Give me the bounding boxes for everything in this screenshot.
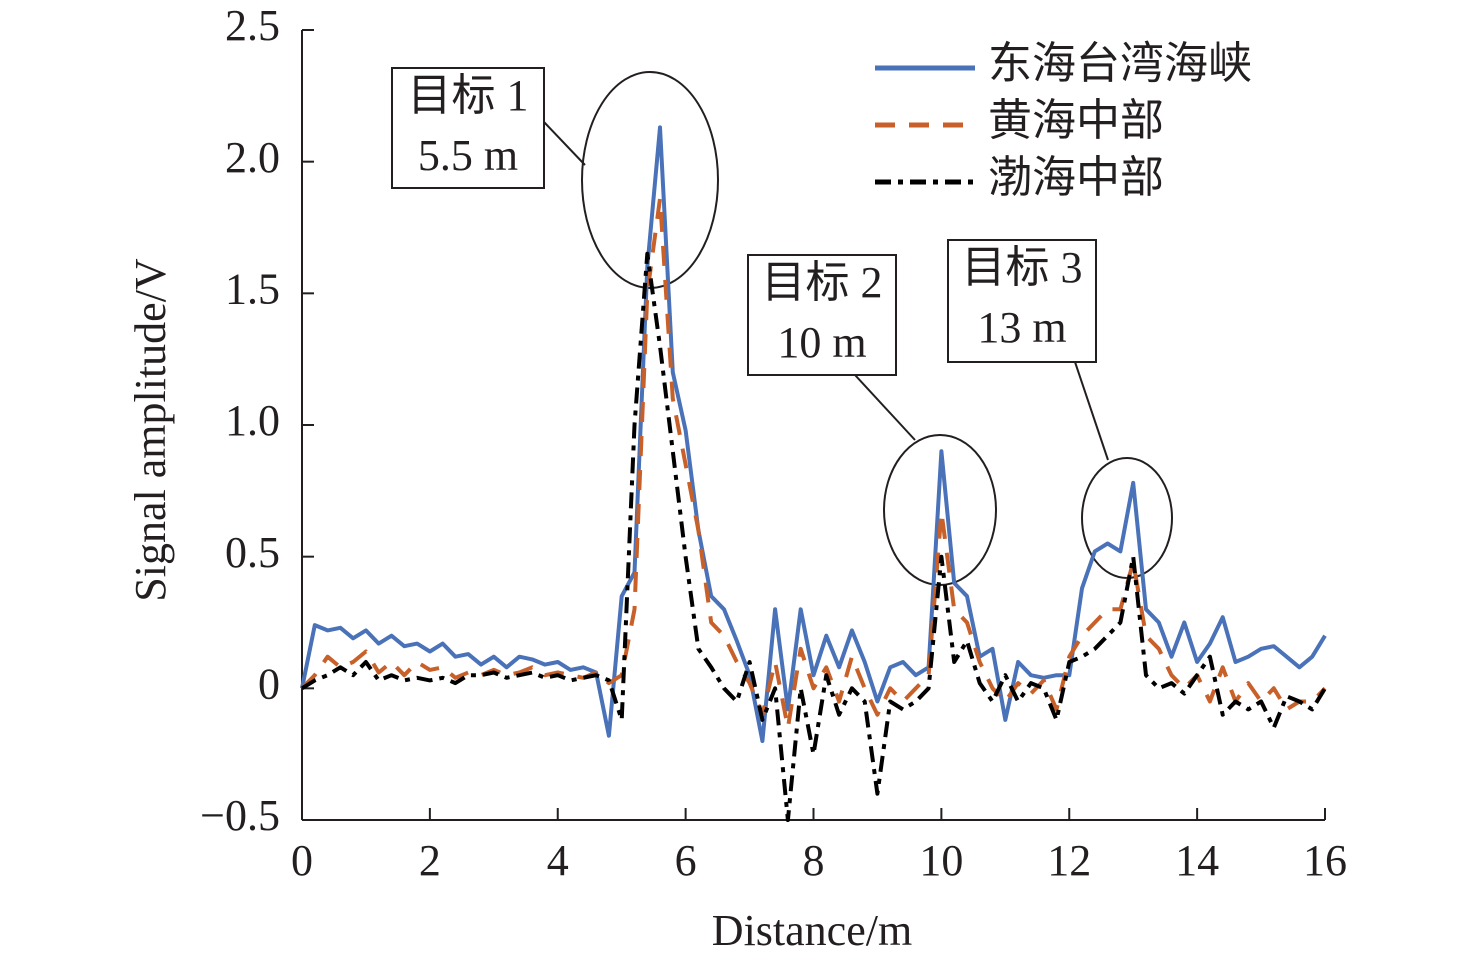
y-tick-label: −0.5	[200, 791, 280, 840]
x-tick-label: 2	[419, 836, 441, 885]
y-tick-label: 0.5	[225, 528, 280, 577]
x-tick-label: 8	[803, 836, 825, 885]
y-tick-label: 2.5	[225, 1, 280, 50]
series-line	[300, 125, 1327, 743]
y-tick-label: 2.0	[225, 133, 280, 182]
connector	[1074, 361, 1109, 461]
x-tick-label: 6	[675, 836, 697, 885]
annotation-text: 目标 3	[962, 243, 1083, 292]
x-axis-label: Distance/m	[712, 906, 912, 955]
annotation-text: 目标 2	[762, 258, 883, 307]
x-tick-label: 12	[1047, 836, 1091, 885]
y-tick-label: 0	[258, 659, 280, 708]
x-tick-label: 0	[291, 836, 313, 885]
x-tick-label: 10	[919, 836, 963, 885]
x-tick-label: 14	[1175, 836, 1219, 885]
series-line	[300, 196, 1327, 730]
legend-label: 黄海中部	[988, 96, 1164, 145]
x-tick-label: 16	[1303, 836, 1347, 885]
annotation-box	[747, 254, 897, 376]
connector	[854, 374, 916, 441]
y-tick-label: 1.5	[225, 264, 280, 313]
y-tick-label: 1.0	[225, 396, 280, 445]
legend-label: 东海台湾海峡	[988, 39, 1252, 88]
annotation-text: 13 m	[977, 303, 1066, 352]
legend-label: 渤海中部	[988, 153, 1164, 202]
x-tick-label: 4	[547, 836, 569, 885]
y-axis-label: Signal amplitude/V	[126, 258, 175, 602]
annotation-text: 5.5 m	[418, 131, 518, 180]
annotation-text: 目标 1	[408, 71, 529, 120]
series-line	[300, 251, 1327, 822]
annotation-text: 10 m	[777, 318, 866, 367]
annotation-box	[391, 67, 545, 189]
connector	[543, 121, 586, 166]
annotation-box	[947, 239, 1097, 363]
